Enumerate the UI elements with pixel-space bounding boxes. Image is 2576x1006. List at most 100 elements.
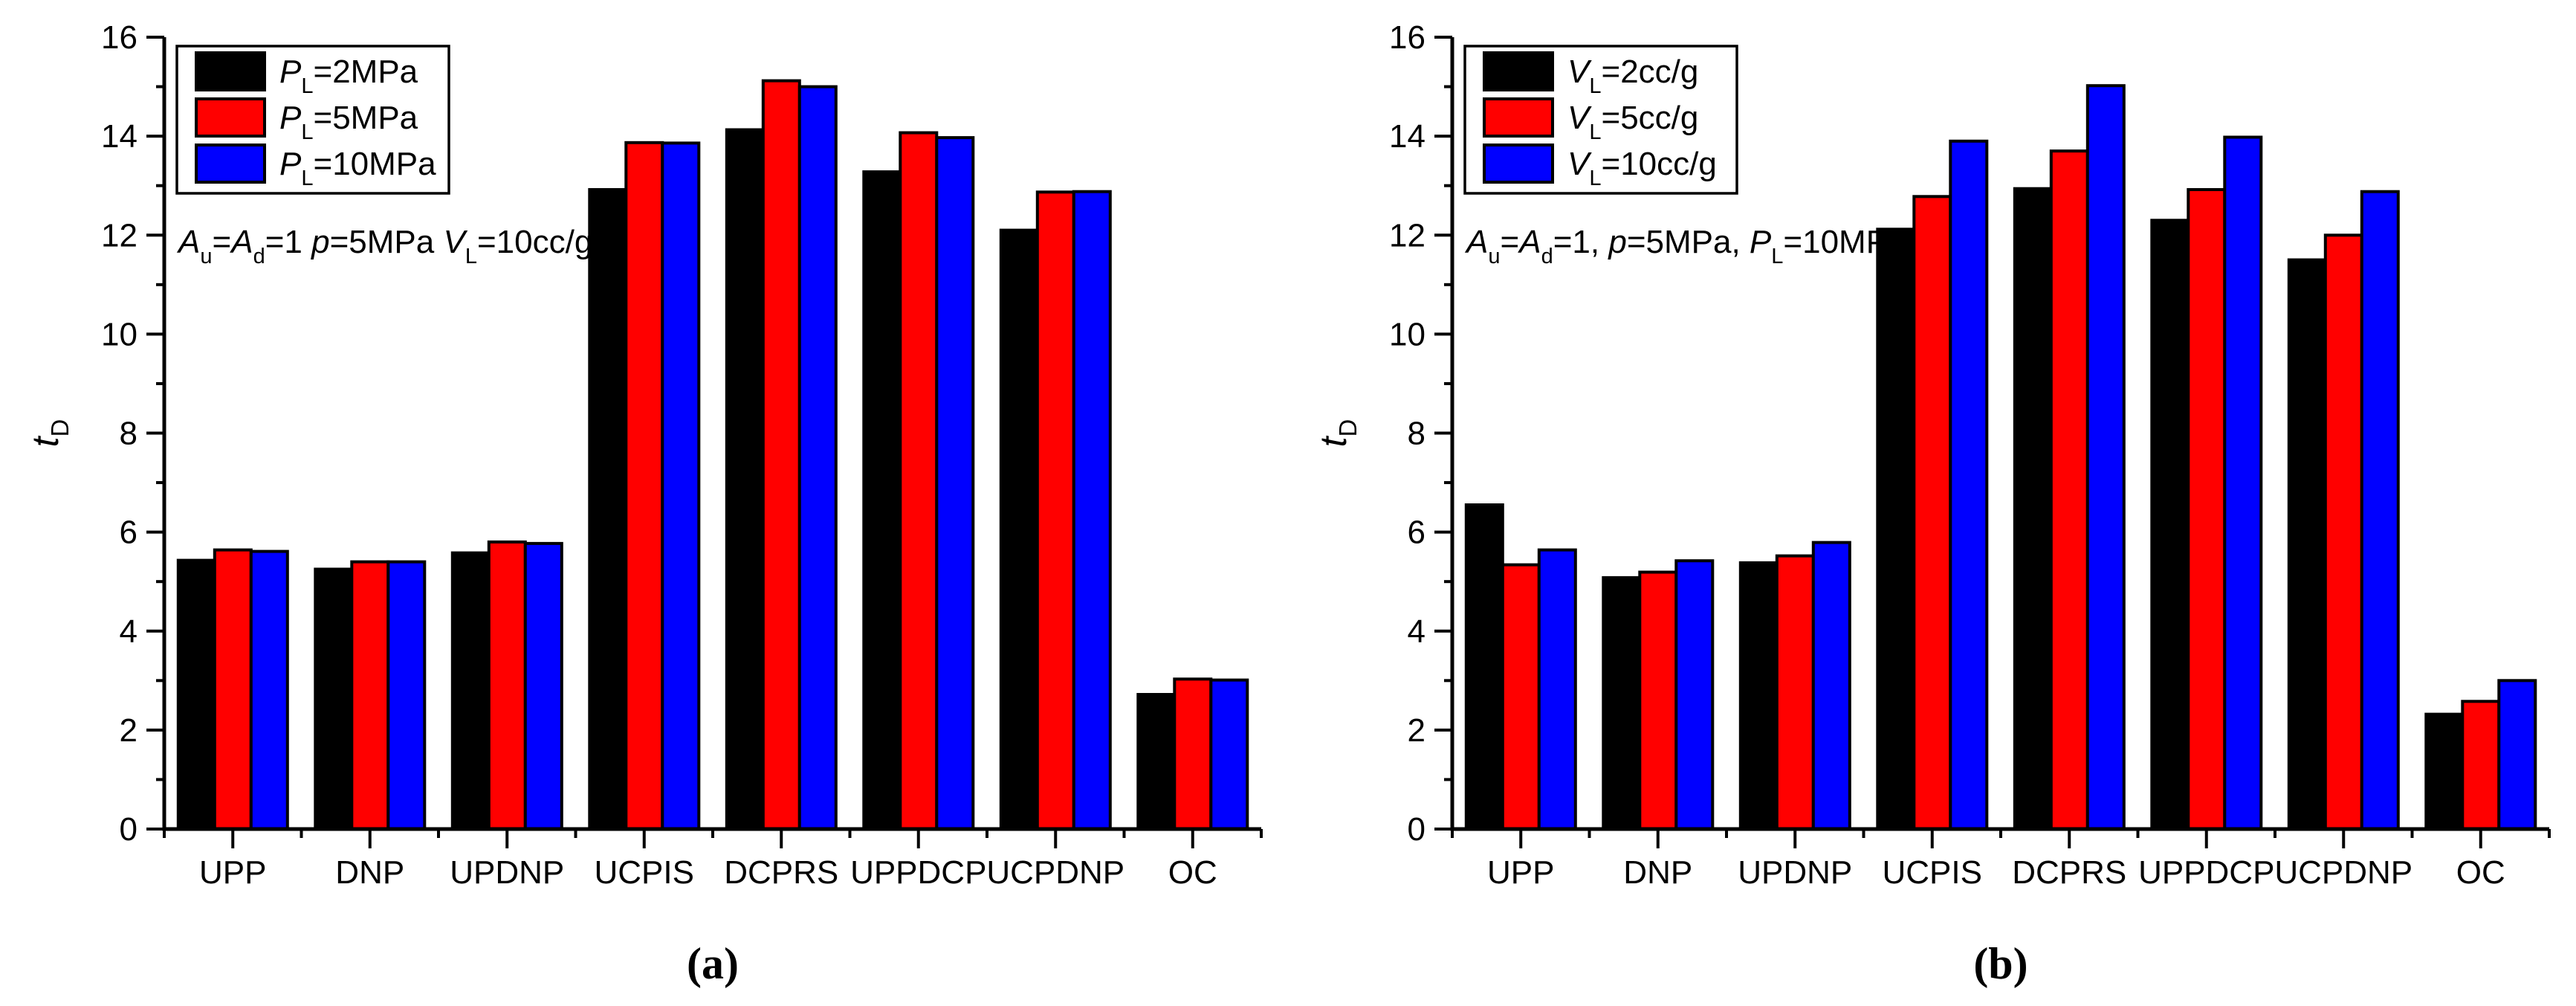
y-tick-label-0: 0 xyxy=(120,811,137,848)
category-label-UPPDCP: UPPDCP xyxy=(850,854,986,891)
legend-label-0: PL=2MPa xyxy=(279,54,418,98)
bar-UPDNP-series1 xyxy=(1775,554,1815,831)
y-tick-label-14: 14 xyxy=(101,118,137,155)
category-label-UCPIS: UCPIS xyxy=(595,854,694,891)
annotation-text: Au=Ad=1 p=5MPa VL=10cc/g xyxy=(176,224,592,268)
bar-UPDNP-series1 xyxy=(487,540,527,831)
bar-OC-series2 xyxy=(2497,679,2537,831)
category-label-OC: OC xyxy=(2456,854,2505,891)
bar-DNP-series0 xyxy=(1602,575,1642,831)
y-tick-label-10: 10 xyxy=(101,316,137,352)
bar-UPDNP-series0 xyxy=(1738,561,1779,831)
bar-DCPRS-series2 xyxy=(2085,84,2126,831)
bar-OC-series0 xyxy=(2424,712,2465,831)
legend-label-2: PL=10MPa xyxy=(279,146,436,190)
bar-UCPDNP-series1 xyxy=(1035,190,1075,831)
category-label-UPPDCP: UPPDCP xyxy=(2138,854,2274,891)
bar-UPDNP-series0 xyxy=(450,551,491,831)
y-tick-label-16: 16 xyxy=(1389,19,1425,56)
category-label-UPDNP: UPDNP xyxy=(1738,854,1852,891)
bar-UCPIS-series0 xyxy=(1876,228,1916,831)
bar-UPPDCP-series2 xyxy=(935,136,975,831)
y-tick-label-8: 8 xyxy=(120,416,137,452)
category-label-UPP: UPP xyxy=(1487,854,1554,891)
y-tick-label-4: 4 xyxy=(120,613,137,650)
bar-UCPIS-series2 xyxy=(1949,139,1989,831)
y-tick-label-4: 4 xyxy=(1408,613,1425,650)
bar-UCPDNP-series0 xyxy=(999,228,1039,831)
bar-UPP-series2 xyxy=(1537,548,1577,831)
bar-UPP-series2 xyxy=(249,549,289,831)
bar-OC-series0 xyxy=(1136,693,1177,831)
bar-DNP-series1 xyxy=(350,560,390,831)
bar-DCPRS-series2 xyxy=(797,85,838,831)
bar-UPDNP-series2 xyxy=(1811,541,1851,831)
category-label-DNP: DNP xyxy=(1623,854,1692,891)
legend-swatch-2 xyxy=(1483,144,1554,184)
y-tick-label-6: 6 xyxy=(120,515,137,551)
category-label-DNP: DNP xyxy=(335,854,404,891)
legend-swatch-0 xyxy=(195,51,266,91)
bar-UCPIS-series1 xyxy=(624,141,664,831)
chart-svg-a: 0 2 4 6 8 10 12 14 16 UPP DNP UPDNP UCPIS DCPRS UPPDCP… xyxy=(25,19,1263,891)
bar-DNP-series1 xyxy=(1638,570,1678,831)
category-label-UCPDNP: UCPDNP xyxy=(986,854,1124,891)
annotation-text: Au=Ad=1, p=5MPa, PL=10MPa xyxy=(1464,224,1906,268)
panel-b-chart: 0 2 4 6 8 10 12 14 16 UPP DNP UPDNP UCPIS DCPRS UPPDCP… xyxy=(1288,0,2576,1006)
bar-UPPDCP-series0 xyxy=(862,170,902,831)
bar-UCPIS-series0 xyxy=(588,188,628,831)
legend-swatch-2 xyxy=(195,144,266,184)
bar-UCPDNP-series2 xyxy=(1072,190,1112,831)
bar-DCPRS-series0 xyxy=(2013,187,2053,831)
bar-UPDNP-series2 xyxy=(523,541,563,831)
y-tick-label-16: 16 xyxy=(101,19,137,56)
panel-b-caption: (b) xyxy=(1973,939,2028,988)
chart-svg-b: 0 2 4 6 8 10 12 14 16 UPP DNP UPDNP UCPIS DCPRS UPPDCP… xyxy=(1313,19,2551,891)
bar-DCPRS-series0 xyxy=(725,128,765,831)
category-label-UPP: UPP xyxy=(199,854,266,891)
bar-DCPRS-series1 xyxy=(2049,149,2089,831)
y-axis-title: tD xyxy=(25,419,74,448)
y-tick-label-0: 0 xyxy=(1408,811,1425,848)
y-tick-label-12: 12 xyxy=(101,217,137,254)
bar-UPPDCP-series1 xyxy=(2187,188,2227,831)
bar-UCPIS-series1 xyxy=(1912,195,1952,831)
bar-UCPDNP-series1 xyxy=(2323,233,2363,831)
category-label-UPDNP: UPDNP xyxy=(450,854,564,891)
legend-swatch-1 xyxy=(1483,97,1554,138)
category-label-DCPRS: DCPRS xyxy=(724,854,838,891)
bar-UCPDNP-series0 xyxy=(2287,258,2327,831)
category-label-UCPDNP: UCPDNP xyxy=(2274,854,2412,891)
legend-label-0: VL=2cc/g xyxy=(1567,54,1698,98)
bar-UPP-series0 xyxy=(176,558,216,831)
bar-OC-series2 xyxy=(1209,678,1249,831)
bar-UPP-series1 xyxy=(213,548,253,831)
legend-swatch-1 xyxy=(195,97,266,138)
bar-UCPDNP-series2 xyxy=(2360,190,2400,831)
bar-UPP-series1 xyxy=(1501,563,1541,831)
panel-a-caption: (a) xyxy=(687,939,739,988)
bar-UPPDCP-series0 xyxy=(2150,219,2190,831)
panel-a-chart: 0 2 4 6 8 10 12 14 16 UPP DNP UPDNP UCPIS DCPRS UPPDCP… xyxy=(25,19,1263,891)
legend-swatch-0 xyxy=(1483,51,1554,91)
category-label-DCPRS: DCPRS xyxy=(2012,854,2126,891)
y-tick-label-2: 2 xyxy=(120,712,137,749)
bar-DNP-series2 xyxy=(386,560,427,831)
bar-DNP-series2 xyxy=(1674,559,1715,831)
legend-label-2: VL=10cc/g xyxy=(1567,146,1717,190)
bar-OC-series1 xyxy=(1173,677,1213,831)
bar-UPP-series0 xyxy=(1464,503,1504,831)
bar-OC-series1 xyxy=(2461,700,2501,831)
legend-label-1: PL=5MPa xyxy=(279,100,418,144)
y-tick-label-12: 12 xyxy=(1389,217,1425,254)
bar-UCPIS-series2 xyxy=(661,141,701,831)
bar-DNP-series0 xyxy=(314,567,354,831)
bar-UPPDCP-series1 xyxy=(899,131,939,831)
y-axis-title: tD xyxy=(1313,419,1362,448)
y-tick-label-14: 14 xyxy=(1389,118,1425,155)
bar-DCPRS-series1 xyxy=(761,79,801,831)
category-label-UCPIS: UCPIS xyxy=(1883,854,1982,891)
legend-label-1: VL=5cc/g xyxy=(1567,100,1698,144)
y-tick-label-2: 2 xyxy=(1408,712,1425,749)
